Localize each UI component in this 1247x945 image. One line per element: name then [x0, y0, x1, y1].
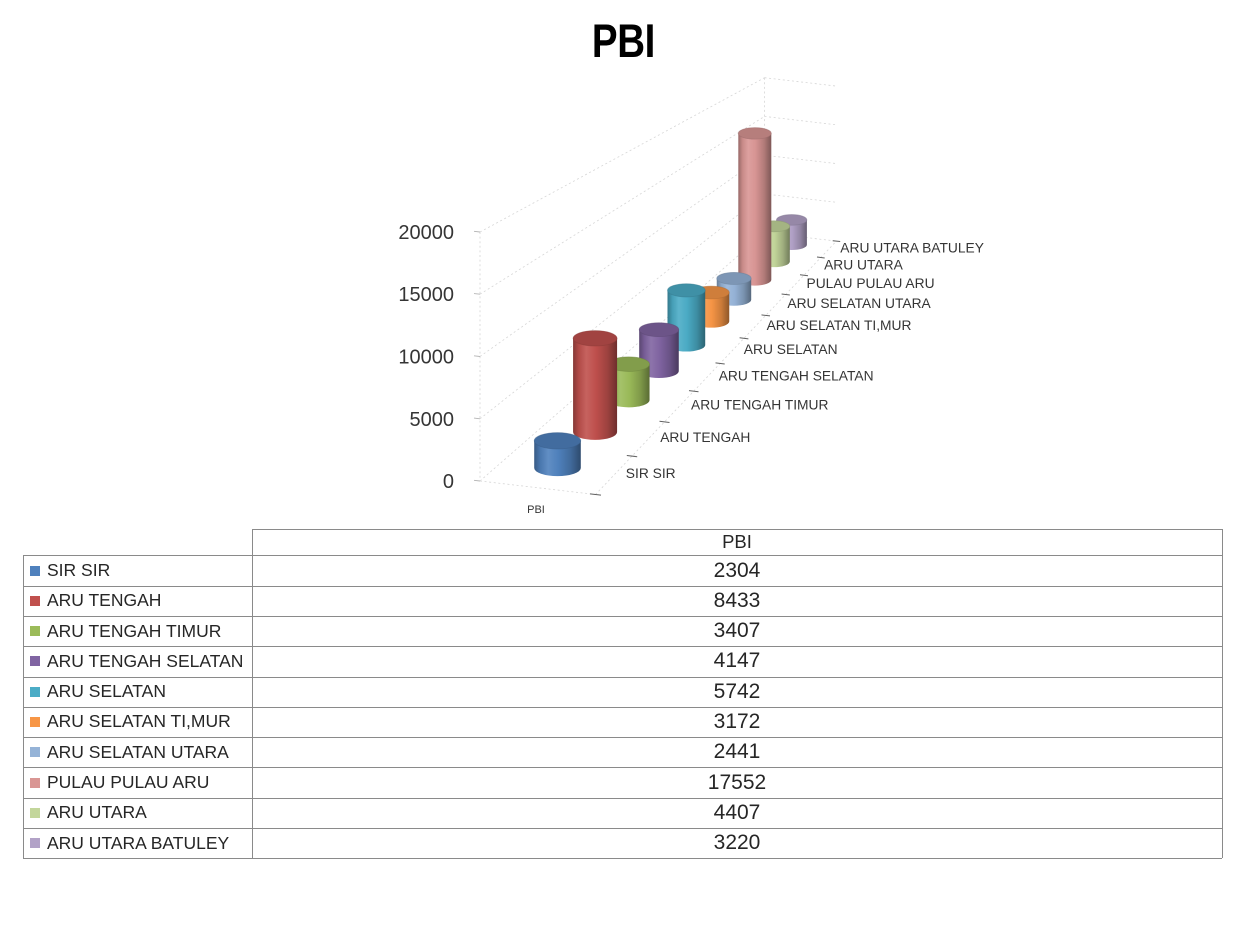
svg-text:PBI: PBI	[527, 504, 545, 516]
svg-text:ARU UTARA: ARU UTARA	[824, 258, 903, 273]
svg-text:ARU UTARA BATULEY: ARU UTARA BATULEY	[840, 240, 984, 255]
svg-text:0: 0	[443, 471, 454, 493]
svg-text:5000: 5000	[410, 409, 455, 431]
svg-text:PULAU PULAU ARU: PULAU PULAU ARU	[807, 276, 935, 291]
svg-text:ARU SELATAN TI,MUR: ARU SELATAN TI,MUR	[767, 318, 912, 333]
svg-text:ARU SELATAN UTARA: ARU SELATAN UTARA	[787, 296, 931, 311]
svg-text:ARU TENGAH TIMUR: ARU TENGAH TIMUR	[691, 397, 829, 412]
svg-text:15000: 15000	[398, 284, 454, 306]
svg-text:SIR SIR: SIR SIR	[626, 466, 676, 481]
svg-text:ARU TENGAH: ARU TENGAH	[660, 430, 750, 445]
svg-text:20000: 20000	[398, 222, 454, 244]
svg-text:10000: 10000	[398, 347, 454, 369]
svg-text:ARU TENGAH SELATAN: ARU TENGAH SELATAN	[719, 368, 874, 383]
svg-text:ARU SELATAN: ARU SELATAN	[744, 342, 838, 357]
